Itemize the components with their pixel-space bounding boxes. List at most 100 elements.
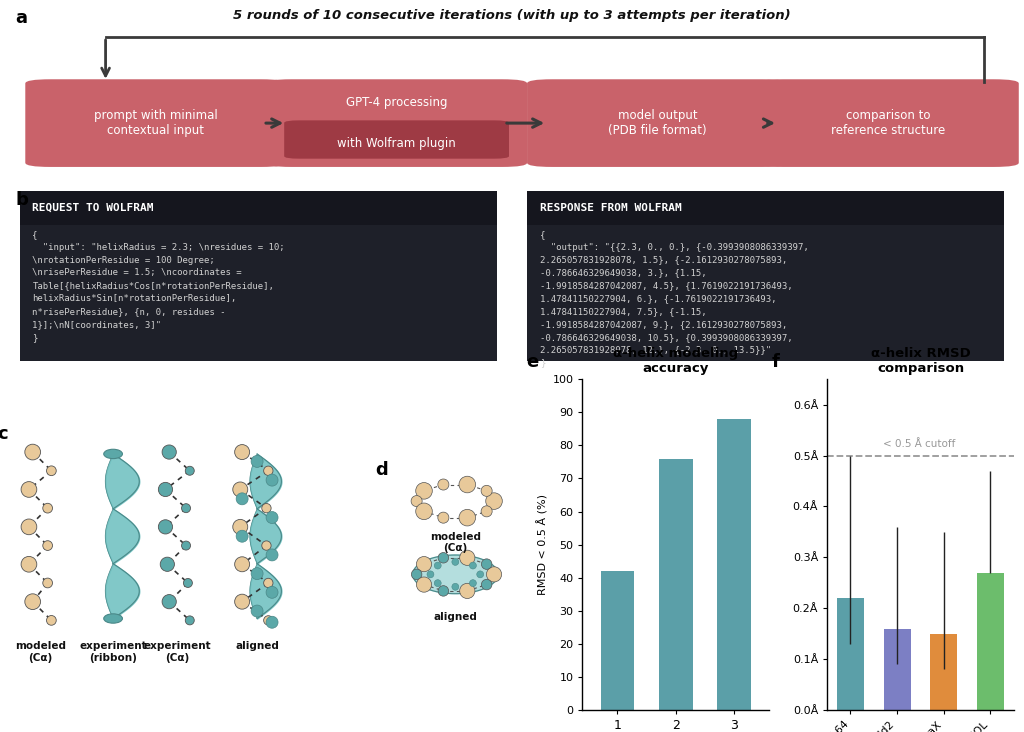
Text: d: d: [375, 460, 388, 479]
Circle shape: [262, 541, 271, 550]
Ellipse shape: [103, 614, 123, 623]
Circle shape: [159, 520, 173, 534]
Circle shape: [181, 504, 190, 512]
Circle shape: [427, 571, 434, 578]
Bar: [717, 419, 751, 710]
Circle shape: [234, 594, 250, 609]
Circle shape: [22, 482, 37, 497]
Text: {
  "output": "{{2.3, 0., 0.}, {-0.3993908086339397,
2.265057831928078, 1.5}, {-: { "output": "{{2.3, 0., 0.}, {-0.3993908…: [540, 230, 809, 367]
Circle shape: [232, 520, 248, 534]
Bar: [658, 459, 692, 710]
Circle shape: [266, 549, 279, 561]
Circle shape: [237, 530, 248, 542]
Text: REQUEST TO WOLFRAM: REQUEST TO WOLFRAM: [33, 203, 154, 212]
Circle shape: [481, 506, 493, 517]
Circle shape: [477, 571, 483, 578]
Text: b: b: [15, 190, 28, 209]
Circle shape: [43, 541, 52, 550]
Bar: [20, 190, 497, 362]
Circle shape: [234, 557, 250, 572]
Circle shape: [481, 559, 492, 569]
Circle shape: [459, 477, 475, 493]
Circle shape: [159, 482, 173, 496]
Circle shape: [469, 562, 476, 569]
Circle shape: [185, 466, 195, 475]
Text: model output
(PDB file format): model output (PDB file format): [608, 109, 707, 137]
Circle shape: [43, 578, 52, 588]
Circle shape: [481, 485, 493, 496]
Circle shape: [25, 594, 41, 610]
Circle shape: [263, 578, 273, 588]
Text: with Wolfram plugin: with Wolfram plugin: [337, 137, 456, 150]
Text: {
  "input": "helixRadius = 2.3; \nresidues = 10;
\nrotationPerResidue = 100 Deg: { "input": "helixRadius = 2.3; \nresidue…: [33, 230, 285, 342]
Circle shape: [469, 580, 476, 586]
Circle shape: [22, 556, 37, 572]
Bar: [527, 190, 1004, 362]
Text: prompt with minimal
contextual input: prompt with minimal contextual input: [94, 109, 218, 137]
Text: f: f: [771, 353, 779, 371]
Circle shape: [43, 504, 52, 513]
Circle shape: [234, 444, 250, 460]
Circle shape: [460, 583, 475, 599]
Circle shape: [162, 445, 176, 459]
Circle shape: [266, 586, 279, 598]
Circle shape: [185, 616, 195, 625]
Circle shape: [46, 616, 56, 625]
Title: α-helix RMSD
comparison: α-helix RMSD comparison: [870, 347, 971, 376]
Circle shape: [183, 578, 193, 588]
Circle shape: [251, 567, 263, 580]
Circle shape: [460, 550, 475, 565]
Circle shape: [481, 579, 492, 590]
Circle shape: [22, 519, 37, 534]
FancyBboxPatch shape: [285, 120, 509, 159]
Circle shape: [181, 541, 190, 550]
Text: e: e: [526, 353, 539, 371]
Circle shape: [416, 503, 432, 520]
Text: modeled
(Cα): modeled (Cα): [14, 641, 66, 662]
Circle shape: [160, 557, 174, 572]
Circle shape: [251, 605, 263, 617]
Circle shape: [232, 482, 248, 497]
Circle shape: [485, 493, 503, 509]
Circle shape: [237, 493, 248, 505]
Circle shape: [452, 559, 459, 565]
Circle shape: [266, 512, 279, 523]
Circle shape: [438, 512, 449, 523]
Text: 5 rounds of 10 consecutive iterations (with up to 3 attempts per iteration): 5 rounds of 10 consecutive iterations (w…: [233, 9, 791, 22]
Text: a: a: [15, 9, 28, 27]
Circle shape: [434, 580, 441, 586]
Circle shape: [438, 479, 449, 490]
Y-axis label: RMSD < 0.5 Å (%): RMSD < 0.5 Å (%): [537, 494, 548, 595]
Circle shape: [251, 455, 263, 468]
Bar: [527, 190, 1004, 225]
Text: c: c: [0, 425, 8, 443]
Circle shape: [416, 482, 432, 499]
Text: aligned: aligned: [236, 641, 279, 651]
Bar: [837, 598, 864, 710]
Circle shape: [262, 504, 271, 513]
Circle shape: [459, 509, 475, 526]
FancyBboxPatch shape: [26, 79, 287, 167]
Text: aligned: aligned: [433, 612, 477, 621]
Circle shape: [266, 616, 279, 628]
FancyBboxPatch shape: [527, 79, 788, 167]
Circle shape: [486, 567, 502, 582]
Text: RESPONSE FROM WOLFRAM: RESPONSE FROM WOLFRAM: [540, 203, 682, 212]
Circle shape: [434, 562, 441, 569]
Circle shape: [46, 466, 56, 476]
Circle shape: [266, 474, 279, 486]
Text: comparison to
reference structure: comparison to reference structure: [831, 109, 945, 137]
Text: < 0.5 Å cutoff: < 0.5 Å cutoff: [883, 439, 955, 449]
Circle shape: [438, 586, 449, 596]
Text: experiment
(ribbon): experiment (ribbon): [79, 641, 146, 662]
Circle shape: [412, 569, 422, 580]
Circle shape: [263, 466, 273, 476]
Circle shape: [438, 553, 449, 563]
Text: experiment
(Cα): experiment (Cα): [143, 641, 211, 662]
Title: α-helix modeling
accuracy: α-helix modeling accuracy: [613, 347, 738, 376]
Bar: [884, 629, 910, 710]
Bar: [600, 571, 635, 710]
Bar: [930, 634, 957, 710]
Ellipse shape: [103, 449, 123, 459]
Circle shape: [417, 577, 432, 592]
